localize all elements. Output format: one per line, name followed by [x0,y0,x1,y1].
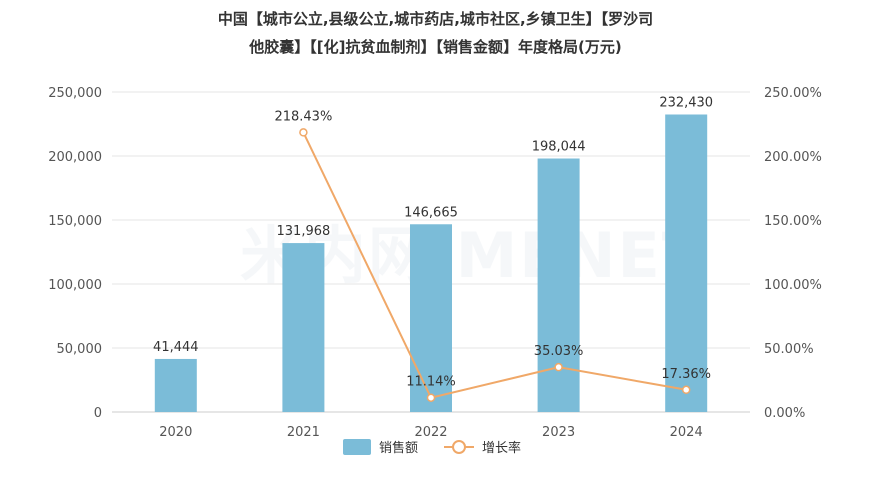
y-right-tick-label: 200.00% [764,150,822,165]
growth-rate-data-label: 17.36% [661,367,711,382]
y-left-tick-label: 250,000 [48,86,102,101]
growth-rate-point [554,362,563,372]
growth-rate-point [299,128,308,137]
bar-data-label: 232,430 [659,95,713,110]
bar-data-label: 198,044 [532,140,586,155]
growth-rate-line [302,131,687,399]
bar-data-label: 41,444 [153,340,199,355]
y-left-tick-label: 50,000 [57,342,103,357]
y-right-tick-label: 250.00% [764,86,822,101]
bar-data-label: 146,665 [404,205,458,220]
bar [154,358,197,412]
y-left-tick-label: 100,000 [48,278,102,293]
bar [282,243,325,412]
legend-swatch-growth-marker [452,440,466,454]
y-left-tick-label: 0 [94,406,102,421]
growth-rate-data-label: 11.14% [406,375,456,390]
y-left-tick-label: 200,000 [48,150,102,165]
x-tick-label: 2020 [159,425,192,440]
bar [410,224,452,412]
x-tick-label: 2024 [670,425,703,440]
legend-label-sales: 销售额 [379,440,418,456]
chart-title-line-1: 中国【城市公立,县级公立,城市药店,城市社区,乡镇卫生】【罗沙司 [217,10,654,28]
growth-rate-point [426,393,436,402]
y-right-tick-label: 0.00% [764,406,805,421]
y-right-tick-label: 150.00% [764,214,822,229]
legend-label-growth: 增长率 [482,440,521,456]
growth-rate-point [681,385,691,395]
y-right-tick-label: 50.00% [764,342,814,357]
x-tick-label: 2023 [542,425,575,440]
y-right-tick-label: 100.00% [764,278,822,293]
growth-rate-data-label: 35.03% [534,344,584,359]
x-tick-label: 2021 [287,425,320,440]
legend-swatch-sales [343,439,371,455]
chart-title-line-2: 他胶囊】【[化]抗贫血制剂】【销售金额】年度格局(万元) [249,38,622,56]
growth-rate-data-label: 218.43% [274,109,332,124]
bar [665,114,708,413]
bar-data-label: 131,968 [277,224,331,239]
bar [537,158,580,412]
y-left-tick-label: 150,000 [48,214,102,229]
x-tick-label: 2022 [414,425,447,440]
